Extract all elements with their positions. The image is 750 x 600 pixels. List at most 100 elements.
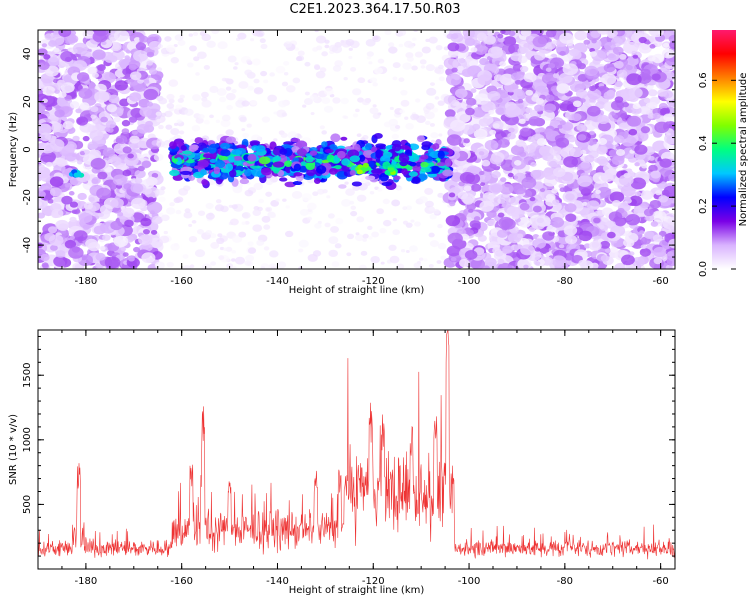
heatmap-blob [599, 240, 611, 249]
heatmap-blob [623, 238, 635, 248]
colorbar-tick-label: 0.0 [698, 261, 709, 277]
heatmap-blob [160, 186, 166, 191]
heatmap-band-blob [215, 160, 226, 169]
heatmap-blob [430, 132, 439, 139]
heatmap-blob [466, 97, 477, 106]
heatmap-blob [298, 239, 309, 248]
heatmap-blob [419, 59, 427, 65]
heatmap-blob [217, 41, 228, 50]
heatmap-blob [285, 205, 290, 209]
heatmap-blob [130, 197, 146, 210]
heatmap-band-blob [340, 136, 348, 141]
heatmap-blob [164, 36, 172, 42]
heatmap-blob [247, 247, 257, 254]
heatmap-blob [182, 265, 192, 269]
heatmap-blob [265, 179, 274, 186]
heatmap-band-blob [373, 132, 383, 139]
heatmap-blob [226, 263, 234, 269]
heatmap-blob [614, 96, 624, 103]
heatmap-blob [608, 149, 619, 157]
heatmap-band-blob [244, 169, 252, 177]
heatmap-blob [604, 248, 611, 253]
heatmap-blob [464, 250, 478, 260]
heatmap-blob [493, 74, 503, 82]
heatmap-blob [366, 56, 372, 60]
heatmap-blob [57, 79, 66, 86]
heatmap-blob [372, 104, 377, 108]
heatmap-blob [87, 66, 98, 75]
heatmap-band-blob [420, 161, 429, 168]
heatmap-band-blob [370, 168, 383, 174]
heatmap-blob [492, 247, 501, 254]
heatmap-blob [92, 49, 106, 60]
heatmap-blob [392, 229, 400, 236]
heatmap-blob [409, 245, 418, 252]
heatmap-band-blob [393, 175, 401, 180]
heatmap-blob [659, 158, 672, 168]
heatmap-blob [596, 186, 612, 199]
heatmap-blob [395, 125, 401, 130]
heatmap-blob [545, 94, 555, 102]
heatmap-blob [519, 46, 529, 54]
heatmap-blob [312, 250, 322, 257]
heatmap-blob [426, 87, 437, 96]
heatmap-blob [192, 31, 199, 36]
heatmap-blob [389, 255, 400, 264]
heatmap-blob [392, 76, 398, 81]
heatmap-hotspot [362, 162, 369, 168]
heatmap-blob [438, 133, 443, 137]
heatmap-blob [569, 48, 580, 57]
heatmap-blob [563, 156, 579, 168]
heatmap-blob [323, 105, 334, 113]
heatmap-blob [542, 231, 555, 241]
heatmap-band-blob [324, 148, 334, 154]
heatmap-blob [366, 51, 374, 57]
heatmap-blob [367, 236, 373, 240]
heatmap-blob [129, 92, 142, 102]
heatmap-blob [451, 33, 459, 40]
heatmap-blob [110, 198, 124, 209]
heatmap-blob [487, 219, 496, 226]
heatmap-blob [517, 98, 524, 104]
heatmap-blob [614, 80, 623, 88]
heatmap-blob [450, 257, 457, 262]
heatmap-blob [653, 257, 663, 265]
heatmap-blob [612, 200, 621, 207]
heatmap-blob [663, 185, 675, 198]
heatmap-blob [400, 99, 410, 107]
heatmap-band-blob [299, 165, 308, 173]
heatmap-blob [536, 138, 547, 146]
heatmap-band-blob [180, 144, 187, 151]
heatmap-blob [362, 238, 367, 242]
heatmap-blob [124, 55, 130, 60]
heatmap-blob [187, 62, 194, 68]
heatmap-blob [184, 208, 191, 213]
heatmap-blob [598, 158, 609, 167]
heatmap-blob [638, 36, 647, 44]
heatmap-blob [365, 39, 376, 47]
heatmap-blob [120, 247, 127, 252]
heatmap-blob [481, 159, 491, 167]
heatmap-blob [40, 174, 50, 182]
heatmap-blob [405, 249, 410, 253]
heatmap-blob [73, 230, 88, 242]
heatmap-blob [535, 261, 541, 266]
heatmap-blob [388, 42, 395, 48]
heatmap-blob [379, 227, 387, 234]
heatmap-blob [515, 139, 526, 147]
heatmap-band-blob [305, 155, 314, 163]
heatmap-blob [658, 195, 669, 203]
heatmap-blob [141, 160, 152, 169]
heatmap-blob [270, 266, 276, 269]
heatmap-blob [203, 119, 210, 125]
heatmap-blob [497, 33, 504, 39]
heatmap-blob [113, 30, 130, 42]
heatmap-blob [550, 217, 565, 228]
heatmap-blob [214, 204, 225, 212]
heatmap-blob [552, 199, 560, 206]
heatmap-blob [177, 39, 186, 46]
heatmap-blob [209, 233, 217, 239]
heatmap-blob [583, 39, 591, 45]
heatmap-blob [76, 160, 83, 165]
heatmap-blob [139, 107, 152, 117]
